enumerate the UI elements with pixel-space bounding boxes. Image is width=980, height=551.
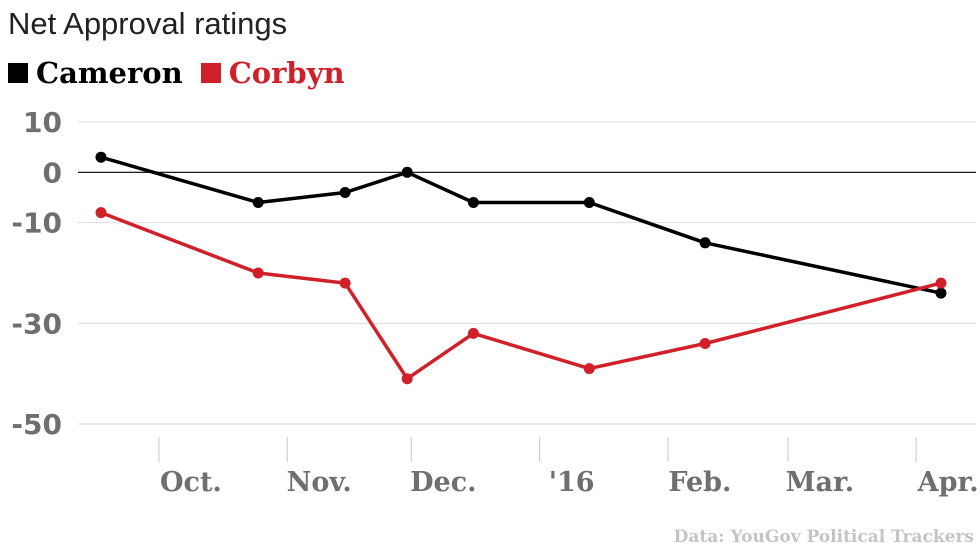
data-point-cameron [699, 237, 711, 249]
y-tick-label: -50 [11, 408, 62, 441]
x-tick-label: Apr. [917, 467, 979, 498]
y-tick-label: -30 [11, 307, 62, 340]
data-point-cameron [401, 166, 413, 178]
data-point-corbyn [401, 373, 413, 385]
data-point-corbyn [252, 267, 264, 279]
x-tick-label: Nov. [287, 467, 352, 498]
series-line-cameron [99, 155, 943, 295]
data-point-corbyn [935, 277, 947, 289]
y-tick-label: 0 [43, 156, 62, 189]
data-point-cameron [252, 197, 264, 208]
data-point-corbyn [95, 207, 107, 219]
data-point-cameron [95, 151, 107, 163]
data-point-corbyn [583, 363, 595, 375]
series-line-corbyn [99, 210, 943, 381]
legend-swatch-corbyn [200, 63, 221, 83]
legend-label-cameron: Cameron [36, 56, 183, 90]
chart-title: Net Approval ratings [8, 6, 288, 41]
data-point-cameron [935, 287, 947, 299]
data-point-corbyn [339, 277, 351, 289]
legend-swatch-cameron [8, 63, 28, 83]
legend-item-corbyn: Corbyn [200, 56, 345, 90]
data-point-cameron [583, 197, 595, 208]
data-point-cameron [339, 187, 351, 198]
x-tick-label: Dec. [410, 467, 476, 498]
legend: Cameron Corbyn [8, 56, 363, 90]
data-point-corbyn [467, 327, 479, 339]
x-tick-label: Feb. [668, 467, 731, 498]
y-tick-label: -10 [11, 207, 62, 240]
legend-item-cameron: Cameron [8, 56, 183, 90]
legend-label-corbyn: Corbyn [228, 56, 345, 90]
data-point-cameron [467, 197, 479, 208]
data-point-corbyn [699, 338, 711, 349]
source-note: Data: YouGov Political Trackers [673, 527, 974, 547]
x-tick-label: '16 [549, 467, 595, 498]
x-tick-label: Mar. [786, 467, 855, 498]
y-tick-label: 10 [23, 106, 62, 139]
x-tick-label: Oct. [160, 467, 222, 498]
